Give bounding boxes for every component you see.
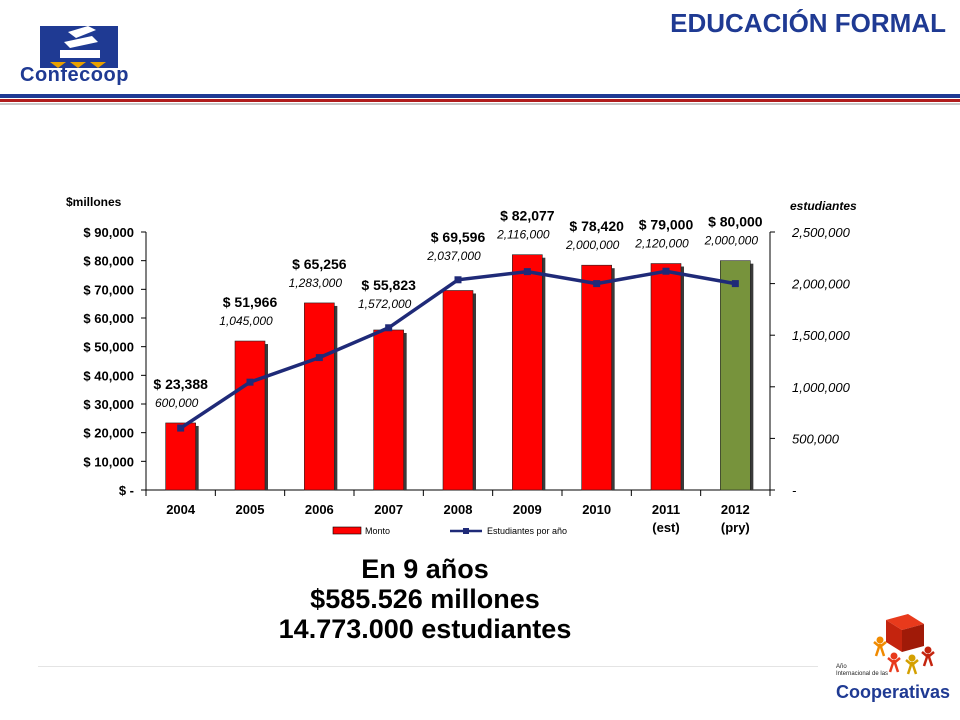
line-point xyxy=(523,268,531,276)
left-tick-label: $ 70,000 xyxy=(83,282,134,297)
left-tick-label: $ 10,000 xyxy=(83,454,134,469)
x-tick-label: 2008 xyxy=(444,502,473,517)
bars-group xyxy=(165,254,754,491)
right-tick-label: 2,500,000 xyxy=(791,225,851,240)
left-tick-label: $ 60,000 xyxy=(83,311,134,326)
left-tick-label: $ 30,000 xyxy=(83,397,134,412)
line-point xyxy=(731,280,739,288)
x-tick-label: 2012 xyxy=(721,502,750,517)
line-value-label: 2,000,000 xyxy=(565,238,620,252)
bar xyxy=(720,260,751,491)
line-value-label: 1,045,000 xyxy=(219,314,273,328)
cooperatives-year-logo xyxy=(873,614,935,675)
bar-value-label: $ 82,077 xyxy=(500,208,555,224)
bar-value-label: $ 78,420 xyxy=(569,218,624,234)
left-axis-title: $millones xyxy=(66,195,122,209)
x-tick-label: 2006 xyxy=(305,502,334,517)
bar xyxy=(581,264,612,491)
footer-divider xyxy=(38,666,818,667)
bar-value-label: $ 69,596 xyxy=(431,229,486,245)
line-value-label: 2,116,000 xyxy=(496,228,550,242)
coop-name: Cooperativas xyxy=(836,682,951,702)
summary-line-3: 14.773.000 estudiantes xyxy=(278,614,572,644)
bar-value-label: $ 79,000 xyxy=(639,217,694,233)
bar-value-label: $ 51,966 xyxy=(223,294,278,310)
bar xyxy=(650,263,682,491)
left-tick-label: $ 50,000 xyxy=(83,340,134,355)
line-point xyxy=(385,324,393,332)
line-value-label: 1,283,000 xyxy=(289,276,343,290)
bar xyxy=(512,254,543,491)
line-point xyxy=(315,354,323,362)
bar-value-label: $ 55,823 xyxy=(361,277,416,293)
legend-label-monto: Monto xyxy=(365,526,390,536)
left-tick-label: $ 40,000 xyxy=(83,368,134,383)
header-band xyxy=(0,94,960,105)
labels-group: $ 23,388 600,000 $ 51,966 1,045,000 $ 65,256… xyxy=(153,208,762,410)
line-value-label: 2,000,000 xyxy=(704,234,759,248)
summary-line-2: $585.526 millones xyxy=(310,584,540,614)
line-value-label: 600,000 xyxy=(155,396,199,410)
chart-axes: $ - $ 10,000 $ 20,000 $ 30,000 $ 40,000 $ 50,… xyxy=(83,225,850,535)
right-tick-label: 500,000 xyxy=(792,431,840,446)
bar xyxy=(373,329,404,491)
page-title: EDUCACIÓN FORMAL xyxy=(670,8,946,38)
legend-bar-swatch xyxy=(332,526,362,535)
x-tick-label: 2007 xyxy=(374,502,403,517)
x-tick-label: 2009 xyxy=(513,502,542,517)
line-value-label: 2,120,000 xyxy=(634,237,689,251)
line-point xyxy=(454,276,462,284)
right-tick-label: 1,000,000 xyxy=(792,380,851,395)
legend-line-marker xyxy=(463,528,469,534)
x-tick-label: 2010 xyxy=(582,502,611,517)
logo-name: Confecoop xyxy=(20,64,129,86)
legend: Monto Estudiantes por año xyxy=(332,526,567,536)
line-point xyxy=(177,424,185,432)
line-point xyxy=(246,378,254,386)
confecoop-logo xyxy=(40,26,118,68)
right-axis-title: estudiantes xyxy=(790,199,857,213)
legend-label-estudiantes: Estudiantes por año xyxy=(487,526,567,536)
bar xyxy=(304,302,335,491)
right-tick-label: 1,500,000 xyxy=(792,328,851,343)
summary-line-1: En 9 años xyxy=(361,554,489,584)
coop-small-text: Año Internacional de las xyxy=(836,664,889,677)
x-tick-label: 2011 xyxy=(652,502,680,517)
bar-value-label: $ 80,000 xyxy=(708,214,763,230)
line-point xyxy=(662,267,670,275)
x-tick-label: 2004 xyxy=(166,502,196,517)
bar xyxy=(234,340,266,491)
line-point xyxy=(593,280,601,288)
left-tick-label: $ 20,000 xyxy=(83,426,134,441)
bar-value-label: $ 23,388 xyxy=(153,376,208,392)
summary-block: En 9 años $585.526 millones 14.773.000 e… xyxy=(200,554,650,644)
x-tick-label: 2005 xyxy=(236,502,265,517)
bar xyxy=(165,422,196,491)
line-group xyxy=(177,267,739,432)
left-tick-label: $ - xyxy=(119,483,134,498)
bar-value-label: $ 65,256 xyxy=(292,256,347,272)
right-tick-label: - xyxy=(792,483,797,498)
line-value-label: 1,572,000 xyxy=(358,297,412,311)
line-value-label: 2,037,000 xyxy=(426,249,481,263)
left-tick-label: $ 90,000 xyxy=(83,225,134,240)
right-tick-label: 2,000,000 xyxy=(791,277,851,292)
left-tick-label: $ 80,000 xyxy=(83,254,134,269)
bar xyxy=(442,290,474,491)
x-tick-sublabel: (pry) xyxy=(721,520,750,535)
x-tick-sublabel: (est) xyxy=(652,520,679,535)
